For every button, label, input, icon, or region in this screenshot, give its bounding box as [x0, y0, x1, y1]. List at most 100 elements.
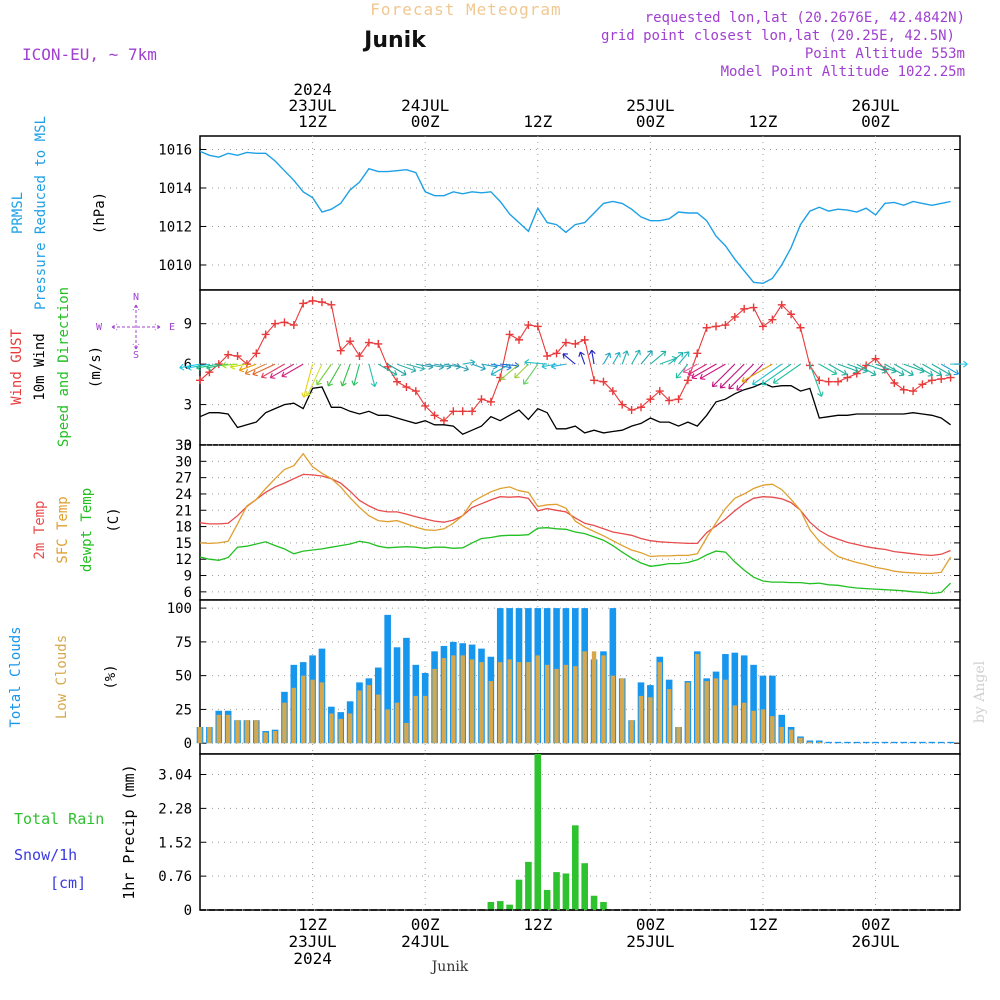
- rain-bar: [525, 861, 532, 910]
- wind-arrow-shaft: [303, 363, 314, 398]
- pressure-ytick-label: 1014: [158, 181, 192, 197]
- wind-arrow-shaft: [875, 363, 897, 373]
- wind-gust-marker: [721, 321, 730, 330]
- wind-arrow-head: [945, 369, 951, 376]
- compass-west: W: [96, 322, 103, 333]
- wind-arrow-head: [898, 370, 905, 377]
- wind-gust-marker: [533, 322, 542, 331]
- low-cloud-bar: [760, 709, 766, 744]
- wind-direction-arrow: [368, 363, 378, 388]
- wind-gust-marker: [196, 376, 204, 385]
- wind-gust-marker: [515, 335, 524, 344]
- credit-watermark: by Angel: [972, 660, 988, 723]
- wind-gust-marker: [486, 397, 495, 406]
- wind-gust-marker: [909, 387, 918, 396]
- temp-unit: (C): [106, 507, 122, 532]
- compass-cross: [111, 304, 161, 350]
- low-cloud-bar: [338, 718, 343, 744]
- wind-arrow-head: [305, 390, 312, 397]
- low-cloud-bar: [526, 662, 531, 744]
- wind-arrow-shaft: [940, 363, 959, 375]
- wind-gust-marker: [393, 377, 402, 386]
- wind-arrow-head: [683, 351, 690, 357]
- wind-arrow-shaft: [327, 363, 342, 387]
- temperature-ytick-label: 6: [184, 585, 192, 601]
- low-cloud-bar: [554, 668, 559, 744]
- wind-arrow-head: [196, 364, 202, 371]
- wind-arrow-shaft: [621, 350, 628, 365]
- wind-arrow-head: [831, 369, 838, 376]
- wind-arrow-head: [682, 367, 689, 374]
- wind-gust-marker: [271, 319, 280, 328]
- wind-gust-marker: [505, 330, 514, 339]
- wind-arrow-shaft: [728, 363, 754, 390]
- cloud-unit: (%): [103, 664, 119, 689]
- wind-arrow-head: [463, 365, 469, 372]
- model-label: ICON-EU, ~ 7km: [22, 45, 157, 64]
- wind-arrow-head: [736, 385, 742, 391]
- wind-direction-arrow: [221, 361, 238, 369]
- wind-direction-arrow: [387, 363, 407, 376]
- temperature-ytick-label: 12: [175, 552, 192, 568]
- wind-arrow-shaft: [912, 363, 933, 376]
- wind-gust-marker: [815, 376, 824, 385]
- wind-direction-arrow: [640, 350, 653, 365]
- wind-arrow-shaft: [443, 363, 461, 368]
- wind-arrow-head: [622, 350, 630, 356]
- low-cloud-bar: [319, 682, 325, 744]
- wind-gust-marker: [439, 416, 448, 425]
- model-altitude: Model Point Altitude 1022.25m: [721, 64, 965, 80]
- wind-arrow-head: [238, 365, 245, 373]
- low-cloud-bar: [263, 732, 268, 744]
- low-cloud-bar: [329, 713, 334, 744]
- wind-direction-arrow: [578, 351, 586, 365]
- wind-gust-marker: [233, 352, 242, 361]
- wind-arrow-shaft: [514, 363, 529, 379]
- compass-east: E: [169, 322, 175, 333]
- low-cloud-bar: [254, 720, 259, 744]
- temp-label-sfc: SFC Temp: [55, 496, 71, 563]
- low-cloud-bar: [573, 666, 578, 744]
- cloud-label-total: Total Clouds: [8, 626, 24, 727]
- low-cloud-bar: [817, 741, 822, 744]
- wind-arrow-shaft: [579, 351, 586, 365]
- temp-label-2m: 2m Temp: [32, 500, 48, 559]
- wind-arrow-head: [206, 363, 212, 371]
- low-cloud-bar: [479, 662, 484, 744]
- compass-icon: N E S W: [96, 292, 175, 361]
- wind-ytick-label: 0: [184, 438, 192, 454]
- low-cloud-bar: [394, 702, 400, 744]
- total-cloud-bar: [900, 741, 908, 744]
- wind-arrow-shaft: [884, 363, 905, 376]
- wind-arrow-shaft: [761, 363, 792, 386]
- wind-arrow-head: [410, 366, 417, 373]
- total-cloud-bar: [740, 655, 748, 744]
- top-time-label: 24JUL: [401, 96, 449, 115]
- pressure-frame: [199, 135, 961, 291]
- low-cloud-bar: [197, 726, 203, 744]
- precip-ytick-label: 0: [184, 903, 192, 919]
- temperature-ytick-label: 27: [175, 471, 192, 487]
- wind-arrow-head: [500, 374, 506, 381]
- wind-gust-marker: [834, 377, 843, 386]
- wind-direction-arrow: [244, 363, 266, 376]
- wind-arrow-shaft: [894, 363, 914, 376]
- wind-gust-marker: [561, 338, 570, 347]
- wind-arrow-shaft: [675, 363, 689, 379]
- wind-arrow-shaft: [741, 363, 773, 383]
- bottom-time-label: 12Z: [523, 915, 552, 934]
- low-cloud-bar: [535, 655, 540, 744]
- low-cloud-bar: [272, 731, 278, 744]
- bottom-time-label: 26JUL: [851, 932, 899, 951]
- low-cloud-bar: [704, 681, 709, 744]
- wind-arrow-head: [677, 351, 684, 358]
- wind-arrow-shaft: [865, 363, 887, 373]
- wind-direction-arrow: [462, 359, 476, 367]
- wind-arrow-shaft: [270, 363, 295, 379]
- pressure-label-prmsl: PRMSL: [10, 192, 26, 234]
- wind-gust-marker: [327, 300, 336, 309]
- total-cloud-bar: [909, 741, 917, 744]
- wind-arrow-shaft: [687, 363, 707, 376]
- top-time-label: 23JUL: [289, 96, 337, 115]
- wind-gust-marker: [768, 315, 777, 324]
